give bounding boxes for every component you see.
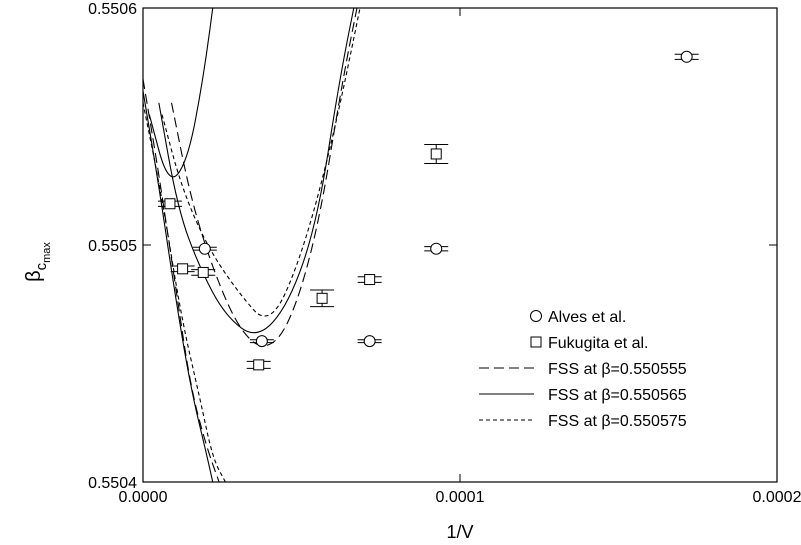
- fss-curve-solid-left: [143, 90, 214, 482]
- y-axis-label: βcmax: [23, 242, 53, 282]
- legend-label: Fukugita et al.: [548, 335, 649, 352]
- legend-circle-marker: [530, 310, 542, 322]
- data-point-alves: [363, 335, 376, 348]
- fss-curve-solid-right: [158, 8, 355, 334]
- fss-curve-short-dash-left: [143, 102, 226, 482]
- x-axis-label: 1/V: [446, 522, 473, 542]
- fss-curves: [143, 8, 361, 482]
- data-point-fukugita: [316, 292, 328, 304]
- data-point-fukugita: [430, 148, 442, 160]
- legend-square-marker: [530, 336, 542, 348]
- y-tick-label: 0.5505: [88, 238, 137, 255]
- y-tick-label: 0.5506: [88, 1, 137, 18]
- y-axis-label-main: β: [23, 270, 45, 282]
- data-point-fukugita: [253, 359, 265, 371]
- x-axis: 0.0000 0.0001 0.0002: [119, 8, 801, 506]
- legend: Alves et al. Fukugita et al. FSS at β=0.55…: [479, 309, 687, 430]
- data-point-alves: [255, 335, 268, 348]
- fss-curve-long-dash-right: [170, 8, 358, 347]
- x-tick-label: 0.0001: [436, 489, 485, 506]
- y-axis-label-sub: c: [33, 262, 50, 270]
- data-point-alves: [430, 242, 443, 255]
- data-point-alves: [198, 242, 211, 255]
- data-point-fukugita: [364, 274, 376, 286]
- data-point-fukugita: [164, 198, 176, 210]
- svg-text:βcmax: βcmax: [23, 242, 53, 282]
- data-point-fukugita: [197, 266, 209, 278]
- x-tick-label: 0.0002: [753, 489, 801, 506]
- x-tick-label: 0.0000: [119, 489, 168, 506]
- plot-area: [142, 7, 778, 483]
- fss-curve-short-dash-right: [161, 8, 361, 317]
- legend-label: FSS at β=0.550565: [548, 387, 687, 404]
- fss-curve-solid-steep: [148, 8, 214, 178]
- data-markers: [164, 50, 693, 371]
- legend-label: FSS at β=0.550575: [548, 413, 687, 430]
- y-axis-label-subsub: max: [41, 242, 53, 263]
- legend-label: Alves et al.: [548, 309, 626, 326]
- y-axis: 0.5504 0.5505 0.5506: [88, 1, 777, 492]
- y-tick-label: 0.5504: [88, 475, 137, 492]
- fss-curve-long-dash-left: [143, 79, 220, 482]
- data-point-fukugita: [177, 263, 189, 275]
- data-point-alves: [680, 50, 693, 63]
- legend-label: FSS at β=0.550555: [548, 361, 687, 378]
